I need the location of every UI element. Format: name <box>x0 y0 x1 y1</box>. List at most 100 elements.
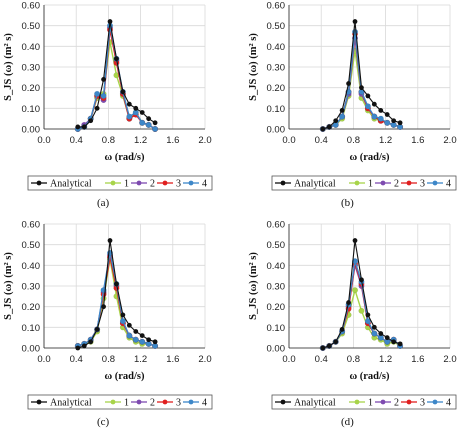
data-point-4 <box>364 103 371 110</box>
y-tick-label: 0.60 <box>22 1 41 12</box>
series-line-4 <box>322 260 401 349</box>
x-tick-label: 0.4 <box>70 135 83 146</box>
data-point-analytical <box>320 126 326 132</box>
chart-panel-3: 0.00 0.10 0.20 0.30 0.40 0.50 0.60 0.0 0.4 0.8 1.2… <box>3 220 213 410</box>
legend-label: Analytical <box>50 179 92 190</box>
legend-label: 3 <box>176 398 181 409</box>
legend: Analytical 1 2 3 4 <box>27 394 213 410</box>
y-tick-label: 0.10 <box>22 323 41 334</box>
data-point-analytical <box>94 327 100 332</box>
data-point-analytical <box>378 331 384 336</box>
panel-label-b: (b) <box>341 197 354 209</box>
data-point-4 <box>339 113 346 120</box>
legend-swatch-marker <box>354 399 360 405</box>
legend-item-analytical: Analytical <box>275 398 336 409</box>
data-point-4 <box>132 336 139 343</box>
data-point-analytical <box>397 120 403 126</box>
y-tick-label: 0.00 <box>267 125 286 136</box>
panel-label-d: (d) <box>341 416 354 428</box>
y-axis-label: S_JS (ω) (m² s) <box>3 33 14 101</box>
data-point-analytical <box>391 339 397 345</box>
y-tick-label: 0.50 <box>22 240 41 251</box>
y-tick-label: 0.30 <box>267 282 286 293</box>
data-point-analytical <box>359 277 364 283</box>
legend-label: 3 <box>420 398 425 409</box>
data-point-4 <box>100 92 107 99</box>
y-tick-label: 0.10 <box>267 104 286 115</box>
data-point-analytical <box>339 327 345 332</box>
y-axis-label: S_JS (ω) (m² s) <box>248 252 259 320</box>
x-tick-label: 2.0 <box>198 354 211 365</box>
y-tick-label: 0.10 <box>267 323 286 334</box>
x-tick-label: 1.6 <box>411 135 424 146</box>
legend-item-1: 1 <box>105 398 129 409</box>
legend-label: 2 <box>150 398 155 409</box>
legend-label: 1 <box>124 179 129 190</box>
data-point-analytical <box>152 120 158 126</box>
data-point-analytical <box>94 105 100 111</box>
data-point-analytical <box>320 345 326 351</box>
y-tick-label: 0.20 <box>267 83 286 94</box>
data-point-analytical <box>101 77 106 82</box>
x-tick-label: 0.8 <box>347 135 360 146</box>
data-point-analytical <box>126 322 132 328</box>
x-tick-label: 0.0 <box>282 135 295 146</box>
data-point-4 <box>384 119 391 126</box>
data-point-4 <box>119 318 126 325</box>
legend-swatch-marker <box>110 180 116 186</box>
data-point-analytical <box>371 324 377 330</box>
x-tick-label: 0.4 <box>315 354 328 365</box>
legend-label: Analytical <box>294 398 336 409</box>
legend-label: 1 <box>368 179 373 190</box>
data-point-analytical <box>133 105 139 111</box>
series-line-3 <box>77 256 156 347</box>
data-point-analytical <box>120 312 126 318</box>
y-tick-label: 0.60 <box>267 220 286 231</box>
data-point-4 <box>371 113 378 120</box>
data-point-analytical <box>359 85 364 91</box>
data-point-analytical <box>107 238 113 243</box>
data-point-analytical <box>384 335 390 341</box>
y-tick-label: 0.40 <box>22 261 41 272</box>
y-tick-label: 0.00 <box>22 344 41 355</box>
data-point-4 <box>352 28 359 35</box>
data-point-4 <box>139 338 146 345</box>
y-tick-label: 0.20 <box>22 83 41 94</box>
legend: Analytical 1 2 3 4 <box>271 175 457 191</box>
x-tick-label: 1.6 <box>166 354 179 365</box>
legend-label: 2 <box>150 179 155 190</box>
x-axis-label: ω (rad/s) <box>349 371 390 382</box>
data-point-analytical <box>365 93 371 99</box>
y-axis-label: S_JS (ω) (m² s) <box>3 252 14 320</box>
data-point-1 <box>358 307 365 314</box>
legend-item-analytical: Analytical <box>275 179 336 190</box>
legend-swatch-marker <box>432 180 438 186</box>
y-tick-label: 0.40 <box>22 42 41 53</box>
data-point-4 <box>377 115 384 122</box>
legend-label: 4 <box>446 398 451 409</box>
y-axis-label: S_JS (ω) (m² s) <box>248 33 259 101</box>
legend-swatch-marker <box>162 180 168 186</box>
legend-swatch-marker <box>188 399 194 405</box>
legend-label: Analytical <box>294 179 336 190</box>
data-point-analytical <box>152 339 158 345</box>
legend-item-analytical: Analytical <box>31 179 92 190</box>
chart-panel-4: 0.00 0.10 0.20 0.30 0.40 0.50 0.60 0.0 0.4 0.8 1.2… <box>248 220 457 410</box>
legend-item-4: 4 <box>183 179 207 190</box>
x-tick-label: 1.2 <box>134 354 147 365</box>
x-tick-label: 0.0 <box>282 354 295 365</box>
legend-item-analytical: Analytical <box>31 398 92 409</box>
data-point-analytical <box>333 339 339 345</box>
x-tick-label: 2.0 <box>198 135 211 146</box>
x-tick-label: 0.0 <box>37 354 50 365</box>
legend-label: 4 <box>202 398 207 409</box>
legend-swatch-marker <box>432 399 438 405</box>
data-point-analytical <box>346 300 351 305</box>
legend-item-4: 4 <box>427 398 451 409</box>
legend-label: 4 <box>202 179 207 190</box>
legend-swatch-marker <box>380 399 386 405</box>
data-point-analytical <box>88 118 94 124</box>
y-tick-label: 0.10 <box>22 104 41 115</box>
y-tick-label: 0.60 <box>22 220 41 231</box>
